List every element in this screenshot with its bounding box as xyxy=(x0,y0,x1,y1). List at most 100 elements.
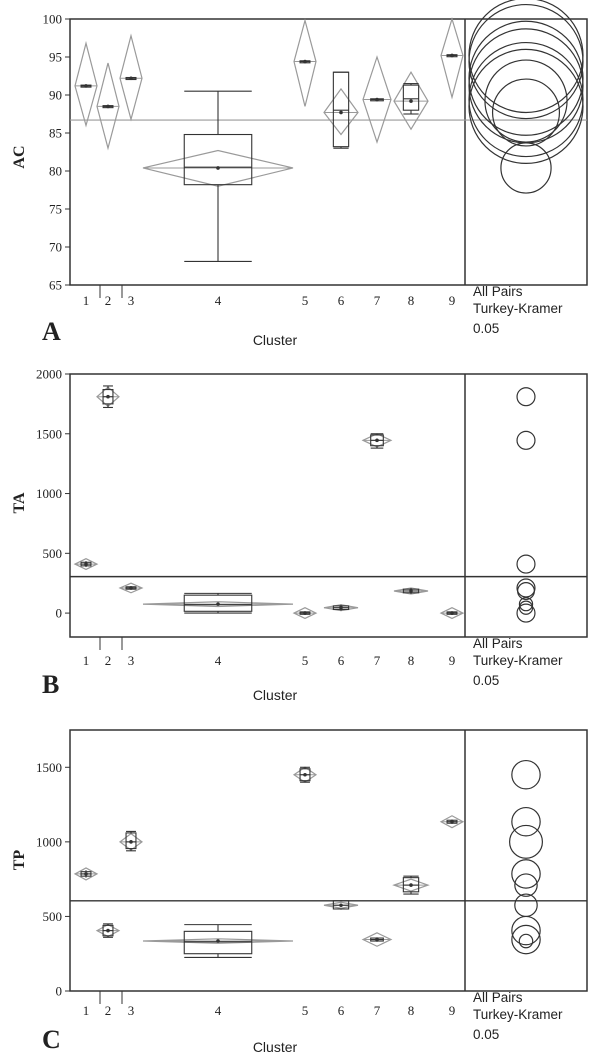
iqr-box xyxy=(183,133,253,186)
mean-diamond xyxy=(293,18,317,107)
group-3: 3 xyxy=(118,582,144,668)
side-text-1: Turkey-Kramer xyxy=(473,1007,563,1022)
x-tick-label: 9 xyxy=(449,1003,456,1018)
x-tick-label: 1 xyxy=(83,653,90,668)
x-tick-label: 4 xyxy=(215,653,222,668)
x-tick-label: 9 xyxy=(449,653,456,668)
x-axis-label: Cluster xyxy=(253,1039,298,1055)
mean-point xyxy=(106,104,110,109)
x-tick-label: 9 xyxy=(449,293,456,308)
x-tick-label: 3 xyxy=(128,293,135,308)
group-4: 4 xyxy=(142,90,294,308)
comparison-circle xyxy=(468,20,584,136)
y-tick-label: 500 xyxy=(43,909,63,924)
y-tick-label: 95 xyxy=(49,50,62,65)
y-axis-label: TP xyxy=(11,850,28,871)
x-tick-label: 7 xyxy=(374,653,381,668)
mean-point xyxy=(303,772,307,777)
mean-point xyxy=(450,611,454,615)
group-8: 8 xyxy=(393,587,429,668)
mean-point xyxy=(129,840,133,844)
x-tick-label: 5 xyxy=(302,653,309,668)
x-tick-label: 8 xyxy=(408,1003,415,1018)
iqr-box xyxy=(332,71,350,148)
panel-label: C xyxy=(42,1025,61,1054)
y-tick-label: 2000 xyxy=(36,367,62,382)
group-1: 1 xyxy=(74,40,98,308)
x-tick-label: 8 xyxy=(408,653,415,668)
y-tick-label: 80 xyxy=(49,164,62,179)
comparison-circle xyxy=(468,0,584,114)
comparison-circle xyxy=(468,28,584,144)
x-tick-label: 7 xyxy=(374,1003,381,1018)
group-7: 7 xyxy=(362,55,392,308)
x-tick-label: 3 xyxy=(128,653,135,668)
x-axis-label: Cluster xyxy=(253,332,298,348)
comparison-circle xyxy=(511,806,541,837)
mean-point xyxy=(216,166,220,170)
comparison-circle xyxy=(511,924,541,955)
y-tick-label: 0 xyxy=(56,606,63,621)
group-4: 4 xyxy=(142,592,294,668)
iqr-box xyxy=(183,594,253,612)
group-2: 2 xyxy=(95,923,121,1018)
mean-point xyxy=(450,53,454,58)
x-tick-label: 6 xyxy=(338,653,345,668)
comparison-circle xyxy=(518,600,534,615)
group-5: 5 xyxy=(293,18,317,308)
mean-point xyxy=(216,939,220,943)
iqr-box xyxy=(183,930,253,955)
x-tick-label: 2 xyxy=(105,1003,112,1018)
x-tick-label: 6 xyxy=(338,1003,345,1018)
x-tick-label: 5 xyxy=(302,1003,309,1018)
group-9: 9 xyxy=(439,607,465,668)
plot-frame xyxy=(69,373,588,638)
x-tick-label: 6 xyxy=(338,293,345,308)
group-7: 7 xyxy=(361,932,393,1018)
comparison-circle xyxy=(511,759,541,790)
x-axis-label: Cluster xyxy=(253,687,298,703)
group-1: 1 xyxy=(73,867,99,1018)
x-tick-label: 1 xyxy=(83,1003,90,1018)
group-5: 5 xyxy=(292,607,318,668)
x-tick-label: 7 xyxy=(374,293,381,308)
x-tick-label: 2 xyxy=(105,293,112,308)
y-tick-label: 75 xyxy=(49,202,62,217)
y-tick-label: 1000 xyxy=(36,834,62,849)
comparison-circle xyxy=(517,582,535,600)
mean-point xyxy=(129,586,133,590)
iqr-box xyxy=(125,832,137,850)
comparison-circle xyxy=(500,142,552,194)
mean-point xyxy=(375,937,379,942)
group-1: 1 xyxy=(73,558,99,668)
side-text-0: All Pairs xyxy=(473,636,523,651)
side-text-1: Turkey-Kramer xyxy=(473,301,563,316)
x-tick-label: 1 xyxy=(83,293,90,308)
mean-point xyxy=(106,928,110,933)
comparison-circle xyxy=(514,893,538,918)
mean-point xyxy=(339,110,343,115)
group-9: 9 xyxy=(439,815,465,1018)
comparison-circle xyxy=(516,430,536,450)
panel-A: 65 70 75 80 85 90 95 100 1 2 3 4 5 6 7 8 9 AC Cluster A All … xyxy=(11,0,588,348)
iqr-box xyxy=(402,84,420,111)
mean-diamond xyxy=(440,16,464,100)
group-8: 8 xyxy=(393,71,429,308)
comparison-circle xyxy=(516,554,536,574)
mean-point xyxy=(84,872,88,876)
mean-point xyxy=(84,84,88,88)
mean-point xyxy=(339,903,343,908)
group-9: 9 xyxy=(440,16,464,308)
x-tick-label: 4 xyxy=(215,1003,222,1018)
y-axis-label: AC xyxy=(11,145,28,168)
panel-label: B xyxy=(42,670,59,699)
side-text-0: All Pairs xyxy=(473,990,523,1005)
comparison-circle xyxy=(511,859,541,889)
y-tick-label: 70 xyxy=(49,240,62,255)
x-tick-label: 5 xyxy=(302,293,309,308)
mean-point xyxy=(375,97,379,102)
x-tick-label: 3 xyxy=(128,1003,135,1018)
comparison-circle xyxy=(514,873,538,897)
comparison-circle xyxy=(484,59,568,143)
